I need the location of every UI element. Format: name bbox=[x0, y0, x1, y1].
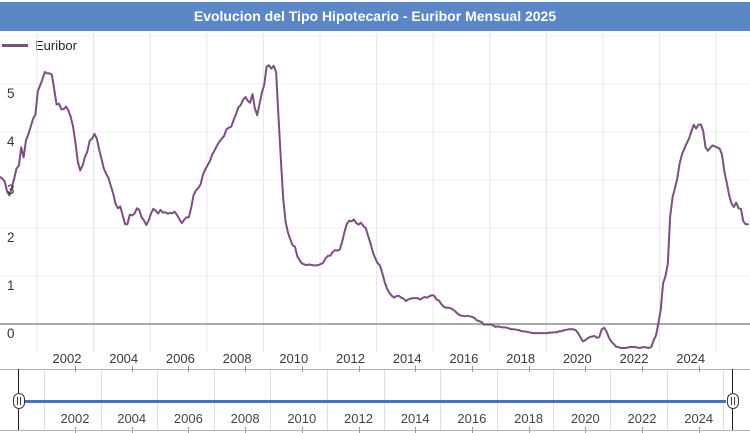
navigator-year-label: 2022 bbox=[627, 411, 657, 426]
navigator-tick bbox=[358, 366, 360, 372]
legend-line-swatch bbox=[2, 43, 28, 47]
handle-grip-icon bbox=[20, 397, 21, 405]
navigator-bottom-border bbox=[0, 430, 750, 431]
navigator-year-label: 2014 bbox=[400, 411, 430, 426]
navigator-year-label: 2016 bbox=[457, 411, 487, 426]
range-navigator[interactable]: 2002 2004 2006 2008 2010 2012 2014 2016 2018 2020… bbox=[0, 366, 750, 433]
x-axis-tick-label: 2010 bbox=[279, 351, 309, 366]
handle-grip-icon bbox=[731, 397, 732, 405]
navigator-selection-line[interactable] bbox=[25, 400, 726, 403]
x-axis-tick-label: 2004 bbox=[109, 351, 139, 366]
navigator-tick bbox=[585, 366, 587, 372]
navigator-year-label: 2024 bbox=[684, 411, 714, 426]
navigator-tick bbox=[471, 366, 473, 372]
legend-item-euribor[interactable]: Euribor bbox=[2, 37, 77, 53]
navigator-year-label: 2008 bbox=[230, 411, 260, 426]
legend-label: Euribor bbox=[35, 37, 77, 53]
x-axis-tick-label: 2016 bbox=[449, 351, 479, 366]
chart-title-bar: Evolucion del Tipo Hipotecario - Euribor… bbox=[0, 2, 750, 31]
vertical-gridlines bbox=[36, 33, 717, 352]
navigator-year-label: 2006 bbox=[173, 411, 203, 426]
euribor-series-line bbox=[0, 64, 749, 349]
horizontal-gridlines bbox=[0, 35, 750, 277]
y-axis-tick-label: 3 bbox=[7, 182, 15, 197]
navigator-year-label: 2010 bbox=[287, 411, 317, 426]
y-axis-tick-label: 0 bbox=[7, 326, 15, 341]
y-axis-tick-label: 1 bbox=[7, 278, 15, 293]
handle-grip-icon bbox=[17, 397, 18, 405]
x-axis-tick-label: 2022 bbox=[619, 351, 649, 366]
navigator-year-label: 2020 bbox=[570, 411, 600, 426]
navigator-tick bbox=[642, 366, 643, 372]
x-axis-tick-label: 2006 bbox=[165, 351, 195, 366]
x-axis-tick-label: 2014 bbox=[392, 351, 422, 366]
chart-title: Evolucion del Tipo Hipotecario - Euribor… bbox=[193, 8, 557, 24]
navigator-top-border bbox=[0, 369, 750, 370]
navigator-year-label: 2004 bbox=[117, 411, 147, 426]
navigator-year-label: 2018 bbox=[514, 411, 544, 426]
navigator-tick bbox=[75, 366, 76, 372]
euribor-line-plot-area bbox=[0, 33, 750, 352]
y-axis-tick-label: 5 bbox=[7, 86, 15, 101]
x-axis-tick-label: 2012 bbox=[336, 351, 365, 366]
y-axis-tick-label: 4 bbox=[7, 134, 15, 149]
navigator-tick bbox=[698, 366, 700, 372]
navigator-tick bbox=[245, 366, 247, 372]
navigator-year-label: 2002 bbox=[60, 411, 90, 426]
navigator-tick bbox=[131, 366, 133, 372]
x-axis-tick-label: 2020 bbox=[562, 351, 592, 366]
navigator-year-label: 2012 bbox=[344, 411, 373, 426]
x-axis-tick-label: 2002 bbox=[52, 351, 82, 366]
x-axis-tick-label: 2018 bbox=[506, 351, 536, 366]
navigator-tick bbox=[188, 366, 190, 372]
x-axis-tick-label: 2024 bbox=[676, 351, 706, 366]
navigator-tick bbox=[528, 366, 530, 372]
right-range-handle[interactable] bbox=[727, 393, 739, 409]
y-axis-tick-label: 2 bbox=[7, 230, 15, 245]
handle-grip-icon bbox=[734, 397, 735, 405]
left-range-handle[interactable] bbox=[13, 393, 25, 409]
navigator-tick bbox=[301, 366, 303, 372]
navigator-tick bbox=[415, 366, 417, 372]
x-axis-tick-label: 2008 bbox=[222, 351, 252, 366]
